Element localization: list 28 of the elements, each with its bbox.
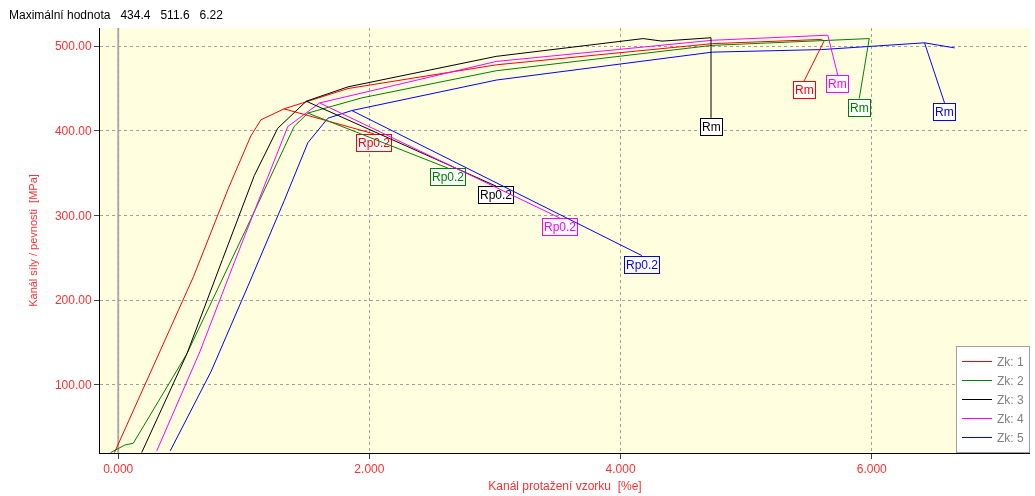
y-tick-label: 300.00 bbox=[54, 208, 92, 223]
line-series bbox=[169, 42, 956, 452]
x-tick-label: 2.000 bbox=[354, 462, 385, 477]
y-tick-label: 500.00 bbox=[54, 39, 92, 54]
legend-label: Zk: 2 bbox=[997, 374, 1024, 389]
annotation: Rp0.2 bbox=[480, 188, 513, 202]
annotation: Rp0.2 bbox=[432, 170, 465, 184]
legend-label: Zk: 5 bbox=[997, 431, 1024, 446]
legend-label: Zk: 1 bbox=[997, 355, 1024, 370]
x-tick-label: 0.000 bbox=[103, 462, 134, 477]
annotation: Rm bbox=[828, 77, 847, 91]
annotation: Rm bbox=[935, 105, 954, 119]
x-axis-title: Kanál protažení vzorku [%e] bbox=[488, 479, 642, 494]
y-tick-label: 200.00 bbox=[54, 293, 92, 308]
annotation: Rp0.2 bbox=[626, 258, 659, 272]
y-tick-label: 100.00 bbox=[54, 378, 92, 393]
annotation: Rp0.2 bbox=[358, 136, 391, 150]
legend-label: Zk: 4 bbox=[997, 412, 1024, 427]
y-axis-title: Kanál síly / pevnosti [MPa] bbox=[26, 174, 39, 307]
annotation: Rm bbox=[795, 83, 814, 97]
text: Maximální hodnota 434.4 511.6 6.22 bbox=[9, 8, 224, 22]
annotation: Rm bbox=[850, 101, 869, 115]
annotation: Rm bbox=[702, 120, 721, 134]
x-tick-label: 4.000 bbox=[605, 462, 636, 477]
y-tick-label: 400.00 bbox=[54, 124, 92, 139]
x-tick-label: 6.000 bbox=[856, 462, 888, 477]
annotation: Rp0.2 bbox=[544, 220, 577, 234]
legend-label: Zk: 3 bbox=[997, 393, 1024, 408]
